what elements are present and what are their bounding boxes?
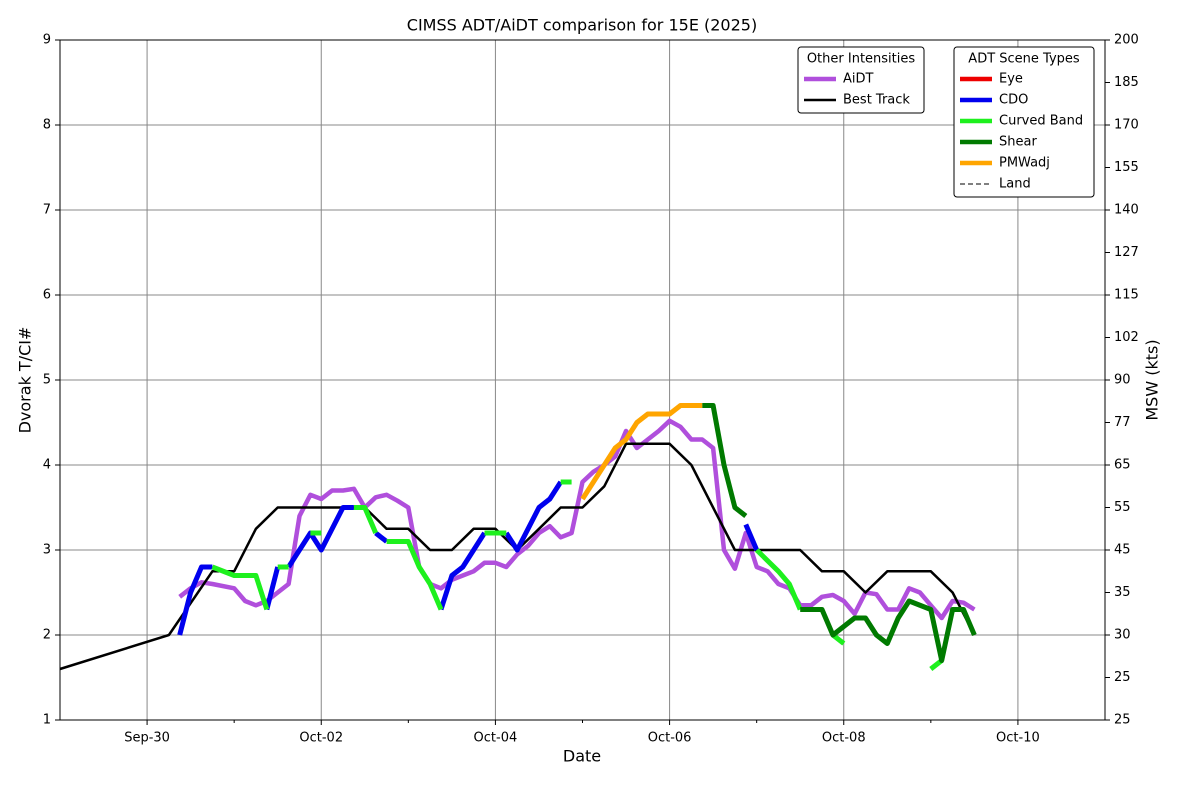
series-line bbox=[59, 442, 976, 671]
y-tick-label: 3 bbox=[43, 543, 51, 558]
y-tick-label: 1 bbox=[43, 713, 51, 728]
y2-tick-label: 140 bbox=[1114, 203, 1139, 218]
legend: Other Intensities AiDT Best Track ADT Scene… bbox=[797, 46, 1095, 198]
y-tick-label: 9 bbox=[43, 33, 51, 48]
x-tick-label: Oct-10 bbox=[996, 731, 1040, 746]
y2-tick-label: 115 bbox=[1114, 288, 1139, 303]
series-line bbox=[178, 418, 976, 621]
y-axis-label: Dvorak T/CI# bbox=[16, 327, 35, 434]
legend-label: PMWadj bbox=[999, 156, 1050, 171]
legend-label: AiDT bbox=[843, 72, 874, 87]
y2-tick-label: 25 bbox=[1114, 670, 1131, 685]
legend-label: Curved Band bbox=[999, 114, 1083, 129]
x-tick-label: Oct-04 bbox=[474, 731, 518, 746]
y2-tick-label: 25 bbox=[1114, 713, 1131, 728]
y-tick-label: 5 bbox=[43, 373, 51, 388]
y2-tick-label: 170 bbox=[1114, 118, 1139, 133]
legend-label: Eye bbox=[999, 72, 1023, 87]
y2-tick-label: 35 bbox=[1114, 585, 1131, 600]
x-axis-label: Date bbox=[563, 747, 601, 766]
y-tick-label: 7 bbox=[43, 203, 51, 218]
plot-area bbox=[59, 403, 977, 671]
legend-box bbox=[797, 46, 925, 114]
y-tick-label: 8 bbox=[43, 118, 51, 133]
series-line bbox=[580, 403, 703, 501]
y2-tick-label: 30 bbox=[1114, 628, 1131, 643]
y2-axis-label: MSW (kts) bbox=[1143, 339, 1162, 420]
x-tick-label: Oct-06 bbox=[648, 731, 692, 746]
legend-box bbox=[953, 46, 1095, 198]
y2-tick-label: 65 bbox=[1114, 458, 1131, 473]
axes: 1234567892525303545556577901021151271401… bbox=[43, 33, 1139, 746]
y2-tick-label: 155 bbox=[1114, 160, 1139, 175]
x-tick-label: Oct-08 bbox=[822, 731, 866, 746]
series-line bbox=[177, 480, 759, 636]
y-tick-label: 2 bbox=[43, 628, 51, 643]
legend-label: Shear bbox=[999, 135, 1037, 150]
x-tick-label: Oct-02 bbox=[299, 731, 343, 746]
chart-title: CIMSS ADT/AiDT comparison for 15E (2025) bbox=[407, 16, 757, 35]
y2-tick-label: 185 bbox=[1114, 75, 1139, 90]
y-tick-label: 6 bbox=[43, 288, 51, 303]
y2-tick-label: 55 bbox=[1114, 500, 1131, 515]
series-line bbox=[702, 403, 977, 663]
y2-tick-label: 45 bbox=[1114, 543, 1131, 558]
legend-label: Land bbox=[999, 177, 1031, 192]
y2-tick-label: 102 bbox=[1114, 330, 1139, 345]
x-tick-label: Sep-30 bbox=[124, 731, 170, 746]
legend-label: Best Track bbox=[843, 93, 910, 108]
legend-title: Other Intensities bbox=[807, 52, 916, 67]
y2-tick-label: 200 bbox=[1114, 33, 1139, 48]
y-tick-label: 4 bbox=[43, 458, 51, 473]
y2-tick-label: 127 bbox=[1114, 245, 1139, 260]
y2-tick-label: 77 bbox=[1114, 415, 1131, 430]
series-line bbox=[211, 479, 944, 671]
y2-tick-label: 90 bbox=[1114, 373, 1131, 388]
legend-title: ADT Scene Types bbox=[968, 52, 1080, 67]
legend-label: CDO bbox=[999, 93, 1028, 108]
